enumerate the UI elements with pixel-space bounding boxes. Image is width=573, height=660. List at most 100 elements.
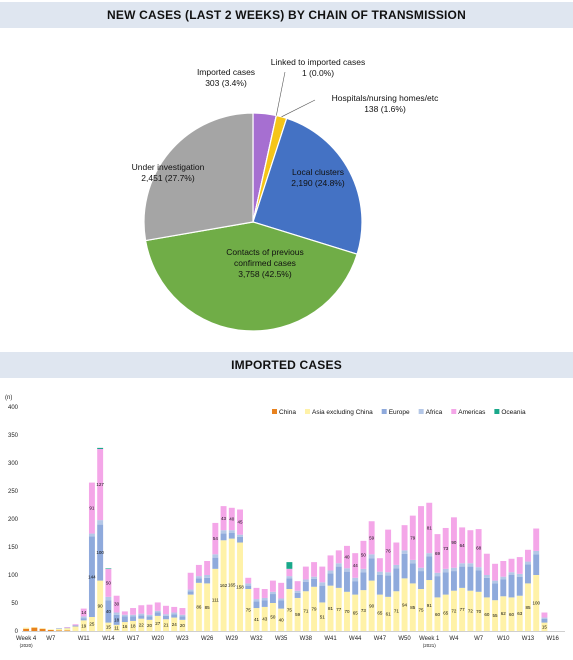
bar-segment-europe: [237, 536, 243, 543]
bar-data-label: 69: [435, 551, 441, 556]
bar-segment-africa: [475, 567, 482, 571]
bar-segment-americas: [368, 521, 375, 555]
bar-data-label: 62: [501, 611, 507, 616]
bar-data-label: 85: [205, 605, 211, 610]
legend: China Asia excluding China Europe Africa Ame…: [272, 409, 526, 416]
x-tick-label: W32: [250, 636, 263, 642]
y-tick-label: 400: [8, 405, 19, 411]
bar-segment-americas: [426, 502, 433, 554]
bar-segment-americas: [72, 624, 79, 626]
bar-segment-europe: [434, 576, 441, 598]
bar-segment-africa: [269, 591, 276, 595]
bar-segment-europe: [294, 592, 301, 598]
bar-segment-americas: [352, 553, 359, 578]
bar-data-label: 64: [460, 543, 466, 548]
bar-data-label: 68: [476, 546, 482, 551]
bar-data-label: 18: [131, 624, 137, 629]
bar-segment-americas: [459, 527, 466, 564]
bar-segment-europe: [228, 533, 235, 539]
bar-segment-asia-excluding-china: [508, 597, 515, 631]
y-tick-label: 350: [8, 433, 19, 439]
bar-segment-asia-excluding-china: [376, 594, 383, 631]
bar-segment-europe: [171, 614, 178, 618]
bar-segment-asia-excluding-china: [146, 619, 153, 631]
bar-data-label: 85: [525, 605, 531, 610]
bar-segment-africa: [525, 561, 531, 565]
bar-segment-asia-excluding-china: [64, 628, 71, 631]
pie-label-value: 2,190 (24.8%): [291, 178, 345, 188]
y-tick-label: 100: [8, 573, 19, 579]
bar-segment-africa: [220, 530, 227, 534]
bar-segment-africa: [393, 564, 400, 569]
bar-section-banner: IMPORTED CASES: [0, 352, 573, 378]
bar-segment-africa: [426, 553, 433, 557]
bar-segment-europe: [187, 591, 194, 595]
pie-section-title: NEW CASES (LAST 2 WEEKS) BY CHAIN OF TRA…: [107, 8, 466, 22]
bar-segment-china: [64, 630, 71, 631]
bar-segment-europe: [97, 524, 104, 581]
bar-segment-asia-excluding-china: [88, 617, 95, 631]
bar-segment-americas: [113, 595, 120, 613]
bar-data-label: 40: [229, 517, 235, 522]
bar-segment-americas: [393, 542, 400, 565]
bar-segment-europe: [154, 612, 161, 616]
bar-segment-americas: [121, 611, 128, 615]
bar-segment-europe: [88, 536, 95, 617]
bar-segment-americas: [154, 602, 161, 611]
bar-segment-europe: [516, 576, 523, 596]
bar-segment-americas: [138, 605, 145, 614]
pie-leader-line-hospitals-nursing-homes-etc: [281, 99, 316, 118]
legend-item-asia-excluding-china: Asia excluding China: [304, 409, 373, 416]
bar-segment-americas: [212, 522, 219, 555]
bar-data-label: 59: [295, 612, 301, 617]
bar-segment-africa: [450, 567, 457, 572]
bar-segment-europe: [376, 575, 383, 595]
bar-segment-asia-excluding-china: [261, 606, 268, 631]
x-tick-label: W10: [497, 636, 510, 642]
bar-segment-africa: [121, 614, 128, 617]
bar-segment-americas: [401, 525, 408, 551]
bar-segment-asia-excluding-china: [450, 590, 457, 631]
bar-segment-asia-excluding-china: [311, 586, 318, 631]
bar-data-label: 40: [279, 617, 285, 622]
bar-segment-americas: [171, 606, 178, 613]
bar-data-label: 71: [394, 609, 400, 614]
bar-segment-africa: [335, 563, 342, 567]
bar-segment-americas: [245, 577, 252, 584]
bar-segment-asia-excluding-china: [541, 622, 548, 631]
bar-segment-asia-excluding-china: [442, 594, 449, 631]
bar-data-label: 70: [476, 609, 482, 614]
bar-segment-americas: [409, 515, 416, 560]
legend-swatch: [304, 409, 310, 414]
bar-segment-asia-excluding-china: [163, 619, 169, 631]
bar-data-label: 76: [386, 549, 392, 554]
bar-segment-africa: [237, 534, 243, 537]
bar-data-label: 73: [361, 608, 367, 613]
bar-data-label: 25: [89, 622, 95, 627]
bar-segment-americas: [278, 582, 285, 599]
bar-data-label: 18: [114, 617, 120, 622]
bar-data-label: 14: [81, 610, 87, 615]
bar-segment-africa: [146, 614, 153, 617]
bar-segment-europe: [64, 627, 71, 629]
pie-section-banner: NEW CASES (LAST 2 WEEKS) BY CHAIN OF TRA…: [0, 2, 573, 28]
bar-segment-asia-excluding-china: [204, 583, 211, 631]
legend-swatch: [494, 409, 500, 414]
bar-segment-americas: [500, 561, 507, 577]
bar-segment-americas: [80, 608, 87, 617]
bar-segment-asia-excluding-china: [335, 587, 342, 631]
pie-label-value: 3,758 (42.5%): [238, 269, 292, 279]
bar-data-label: 55: [493, 613, 499, 618]
bar-data-label: 75: [287, 608, 293, 613]
bar-segment-europe: [483, 577, 490, 598]
bar-segment-americas: [327, 555, 334, 571]
bar-segment-europe: [105, 600, 112, 623]
bar-segment-asia-excluding-china: [179, 619, 186, 631]
bar-data-label: 144: [88, 574, 96, 579]
bar-segment-europe: [360, 572, 367, 591]
bar-segment-china: [23, 628, 30, 631]
bar-segment-africa: [88, 533, 95, 537]
x-tick-label: W44: [349, 636, 362, 642]
bar-segment-americas: [253, 587, 260, 600]
